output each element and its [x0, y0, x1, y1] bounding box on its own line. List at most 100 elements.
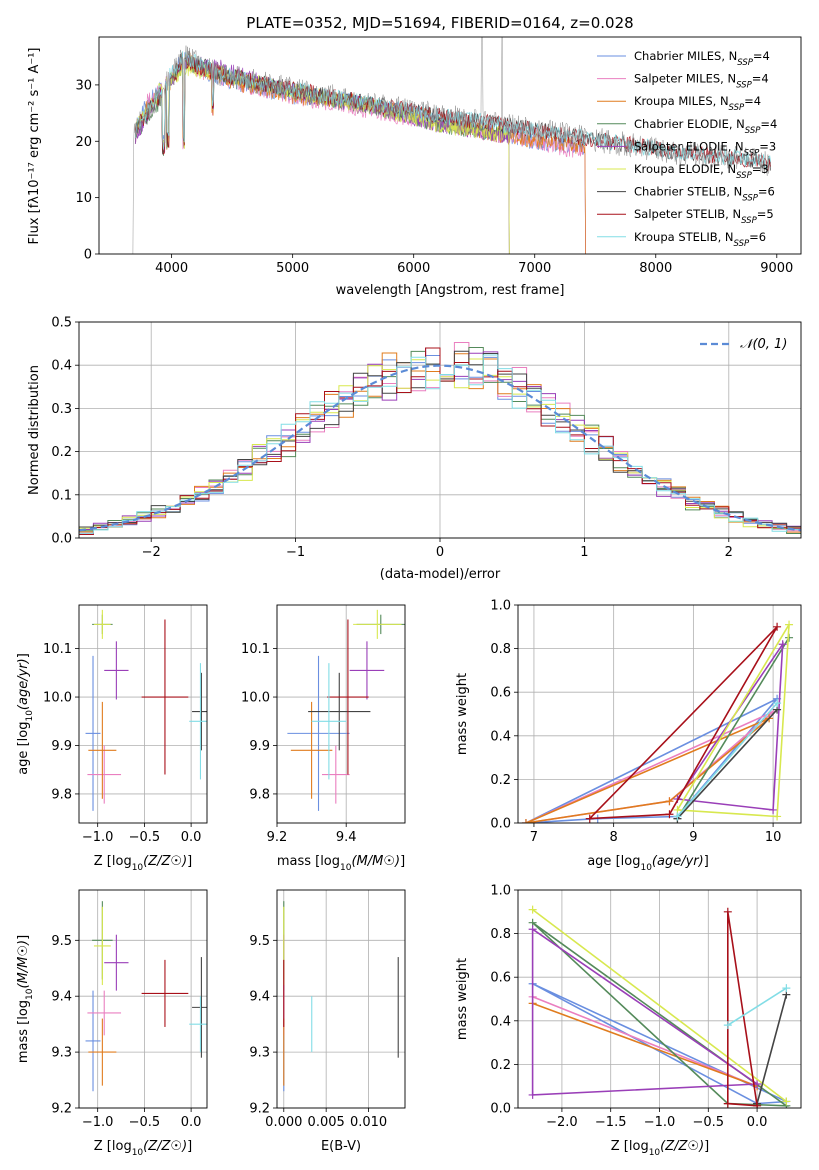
x-tick-label: 0 [436, 545, 444, 560]
legend-name: Salpeter MILES, N [634, 72, 736, 86]
legend-sub: SSP [742, 194, 758, 204]
label-part: age [log [16, 722, 31, 775]
spectrum-line [134, 54, 510, 254]
weight-line [532, 996, 758, 1087]
legend-entry: Salpeter STELIB, NSSP=5 [634, 207, 774, 226]
weight-line [676, 637, 790, 820]
label-part: (M/M☉) [351, 854, 400, 869]
y-tick-label: 0 [84, 248, 92, 263]
weight-marker [585, 814, 594, 823]
weight-marker [769, 805, 778, 814]
legend-name: Kroupa ELODIE, N [634, 162, 736, 176]
label-sub: 10 [340, 863, 352, 873]
y-tick-label: 9.9 [249, 739, 270, 754]
y-tick-label: 0.4 [490, 1014, 511, 1029]
label-sub: 10 [25, 988, 35, 1000]
y-tick-label: 9.3 [51, 1046, 72, 1061]
weight-vs-Z-marks [528, 905, 791, 1108]
y-tick-label: 0.3 [51, 402, 72, 417]
x-axis-label: age [log10(age/yr)] [587, 854, 709, 873]
legend-sub: SSP [737, 58, 753, 68]
legend-suffix: =4 [744, 94, 761, 108]
legend-suffix: =6 [758, 185, 775, 199]
label-sub: 10 [649, 1148, 661, 1158]
legend-entry: Chabrier STELIB, NSSP=6 [634, 185, 775, 204]
normal-curve [79, 364, 801, 532]
weight-marker [673, 812, 682, 821]
mass-vs-Z-panel: −1.0 −0.5 0.09.29.39.49.5Z [log10(Z/Z☉)]ma… [16, 889, 208, 1158]
y-tick-label: 9.5 [249, 934, 270, 949]
y-tick-label: 0.2 [51, 445, 72, 460]
label-part: (Z/Z☉) [143, 854, 187, 869]
y-tick-label: 1.0 [490, 599, 511, 614]
label-part: (age/yr) [16, 658, 31, 710]
y-axis-label: Flux [fλ10⁻¹⁷ erg cm⁻² s⁻¹ A⁻¹] [27, 48, 42, 245]
y-tick-label: 9.8 [249, 787, 270, 802]
label-sub: 10 [132, 863, 144, 873]
weight-marker [665, 797, 674, 806]
y-tick-label: 9.2 [51, 1102, 72, 1117]
weight-marker [753, 1101, 762, 1108]
x-tick-label: 8000 [639, 261, 672, 276]
label-part: ] [16, 653, 31, 658]
weight-line [531, 928, 760, 1096]
weight-marker [528, 1090, 537, 1099]
weight-marker [723, 1021, 732, 1030]
weight-line [727, 911, 759, 1107]
spectrum-line [134, 55, 510, 254]
x-tick-label: 9.2 [267, 830, 288, 845]
y-tick-label: 1.0 [490, 884, 511, 899]
x-axis-label: wavelength [Angstrom, rest frame] [336, 283, 565, 298]
label-part: ] [187, 1139, 192, 1154]
x-tick-label: 7000 [518, 261, 551, 276]
weight-line [676, 624, 790, 818]
spectrum-line [134, 57, 586, 254]
weight-marker [521, 819, 530, 823]
legend-suffix: =6 [749, 230, 766, 244]
weight-marker [782, 984, 791, 993]
label-part: ] [704, 854, 709, 869]
plot-layer: 4000 5000 6000 7000 8000 90000102030wavelengt… [16, 36, 802, 1158]
y-tick-label: 0.4 [51, 359, 72, 374]
legend-entry: 𝒩(0, 1) [740, 337, 787, 352]
x-tick-label: 0.0 [181, 830, 202, 845]
y-tick-label: 0.6 [490, 971, 511, 986]
x-axis-label: Z [log10(Z/Z☉)] [611, 1139, 709, 1158]
legend-sub: SSP [729, 103, 745, 113]
axes-frame [78, 889, 208, 1109]
legend-suffix: =4 [753, 49, 770, 63]
y-axis-label: Normed distribution [27, 365, 42, 495]
x-tick-label: −2.0 [546, 1115, 578, 1130]
x-tick-label: −1.0 [82, 830, 114, 845]
weight-line [756, 994, 788, 1104]
y-tick-label: 9.5 [51, 934, 72, 949]
figure-title: PLATE=0352, MJD=51694, FIBERID=0164, z=0… [246, 14, 633, 32]
weight-marker [773, 622, 782, 631]
y-tick-label: 0.4 [490, 729, 511, 744]
x-tick-label: 2 [725, 545, 733, 560]
weight-line [589, 626, 778, 820]
x-tick-label: −1 [286, 545, 305, 560]
axes-frame [78, 604, 208, 824]
legend-name: Chabrier MILES, N [634, 49, 737, 63]
mass-vs-ebv-panel: 0.000 0.005 0.010 9.2 9.3 9.4 9.5 E(B-V) [249, 889, 406, 1154]
y-axis-label: age [log10(age/yr)] [16, 653, 35, 775]
legend-sub: SSP [736, 81, 752, 91]
age-vs-mass-marks [287, 609, 405, 811]
y-tick-label: 10.1 [43, 642, 72, 657]
legend-sub: SSP [741, 216, 757, 226]
y-tick-label: 10.0 [241, 691, 270, 706]
weight-line [525, 717, 770, 823]
axes-frame [276, 889, 406, 1109]
x-tick-label: −0.5 [129, 1115, 161, 1130]
label-part: (Z/Z☉) [660, 1139, 704, 1154]
x-axis-label: Z [log10(Z/Z☉)] [94, 1139, 192, 1158]
y-tick-label: 0.0 [51, 532, 72, 547]
weight-marker [773, 812, 782, 821]
weight-marker [773, 699, 782, 708]
spectrum-line [134, 52, 586, 254]
legend-name: Salpeter STELIB, N [634, 207, 741, 221]
spectrum-marks [132, 37, 772, 254]
weight-marker [723, 1099, 732, 1108]
